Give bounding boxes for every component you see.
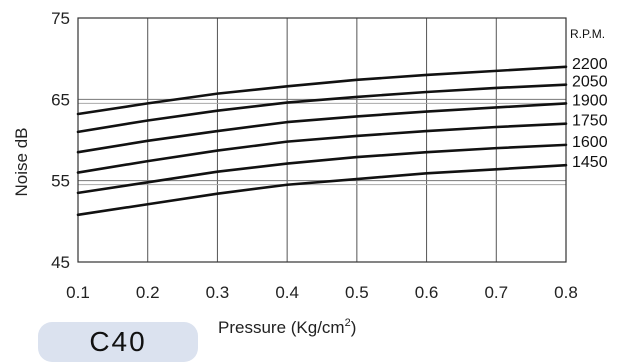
y-axis-ticks: 45 55 65 75 — [51, 9, 70, 272]
x-axis-ticks: 0.1 0.2 0.3 0.4 0.5 0.6 0.7 0.8 — [66, 283, 578, 302]
x-tick-label: 0.6 — [415, 283, 439, 302]
x-tick-label: 0.7 — [484, 283, 508, 302]
x-axis-title-text: Pressure (Kg/cm — [218, 318, 345, 337]
series-label-1450: 1450 — [572, 154, 608, 171]
series-label-2200: 2200 — [572, 56, 608, 73]
x-tick-label: 0.5 — [345, 283, 369, 302]
series-line-1450 — [76, 163, 568, 217]
series-label-1900: 1900 — [572, 92, 608, 109]
x-tick-label: 0.1 — [66, 283, 90, 302]
y-tick-label: 65 — [51, 90, 70, 109]
x-tick-label: 0.8 — [554, 283, 578, 302]
series-line-1900 — [76, 102, 568, 154]
series-line-2200 — [76, 65, 568, 116]
x-tick-label: 0.2 — [136, 283, 160, 302]
series-label-2050: 2050 — [572, 74, 608, 91]
x-tick-label: 0.4 — [275, 283, 299, 302]
legend-title: R.P.M. — [570, 27, 605, 41]
x-axis-title-close: ) — [351, 318, 357, 337]
model-badge: C40 — [38, 322, 198, 362]
y-tick-label: 55 — [51, 172, 70, 191]
y-tick-label: 45 — [51, 253, 70, 272]
y-tick-label: 75 — [51, 9, 70, 28]
plot-frame — [77, 17, 567, 263]
series-line-1600 — [76, 143, 568, 195]
series-line-2050 — [76, 83, 568, 134]
x-axis-title: Pressure (Kg/cm2) — [218, 317, 356, 337]
y-axis-title: Noise dB — [12, 128, 31, 197]
series-label-1600: 1600 — [572, 134, 608, 151]
series-lines — [76, 65, 568, 217]
series-label-1750: 1750 — [572, 113, 608, 130]
model-badge-text: C40 — [89, 326, 147, 357]
x-axis-title-superscript: 2 — [345, 317, 351, 329]
series-line-1750 — [76, 122, 568, 174]
x-tick-label: 0.3 — [206, 283, 230, 302]
